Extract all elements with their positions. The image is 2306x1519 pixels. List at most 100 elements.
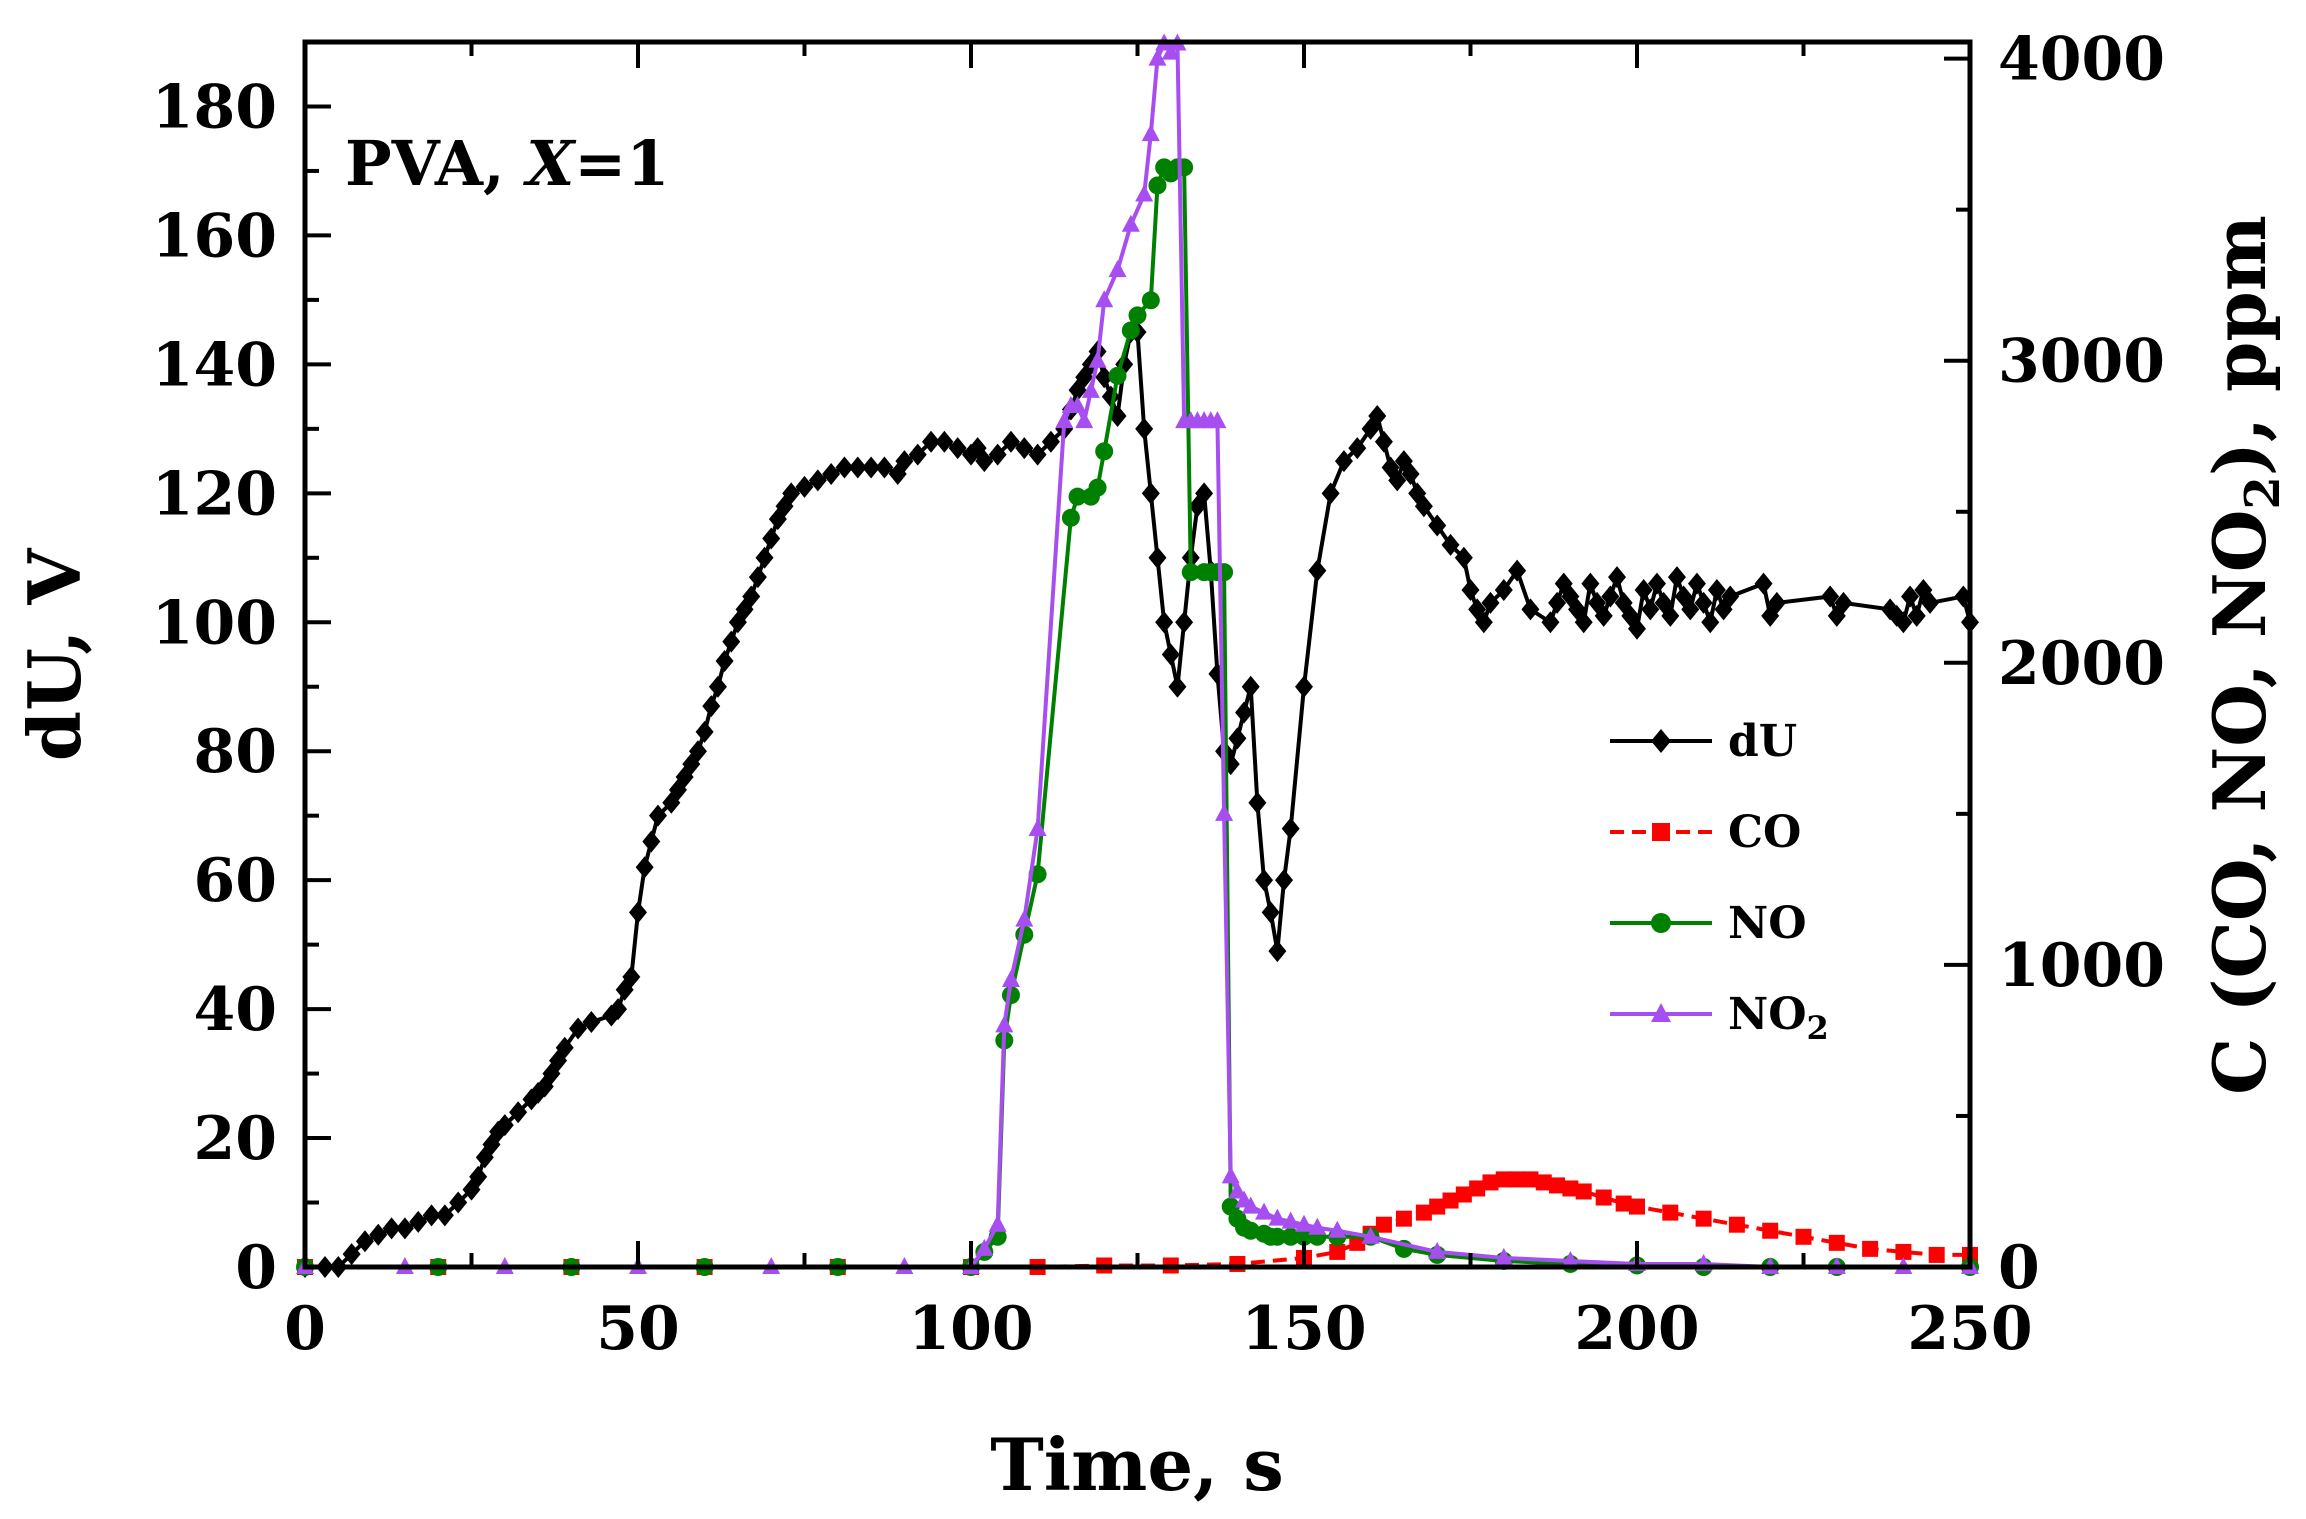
annotation: PVA, X=1 [345,127,669,200]
data-point-du [1374,430,1393,453]
data-point-co [1895,1243,1912,1260]
y-left-tick-label: 0 [235,1233,277,1303]
data-point-du [1275,869,1294,892]
data-point-du [1707,579,1726,602]
data-point-du [1481,591,1500,614]
data-point-du [695,720,714,743]
data-point-du [742,585,761,608]
series-layer [296,33,1979,1278]
data-point-co [1575,1183,1592,1200]
data-point-du [1661,604,1680,627]
legend-label: dU [1728,716,1797,767]
data-point-co [1395,1210,1412,1227]
data-point-no [1128,306,1147,325]
data-point-no [1215,563,1234,582]
data-point-du [1694,591,1713,614]
data-point-co [1762,1222,1779,1239]
data-point-du [1148,546,1167,569]
data-point-no2 [1028,818,1047,836]
series-line-du [305,330,1972,1269]
data-point-du [1508,559,1527,582]
data-point-du [1641,598,1660,621]
data-point-du [1767,591,1786,614]
data-point-no [1068,487,1087,506]
y-right-tick-label: 4000 [1998,25,2165,95]
data-point-no2 [1001,970,1020,988]
data-point-du [1574,611,1593,634]
data-point-du [435,1204,454,1227]
data-point-co [1455,1186,1472,1203]
legend-label: CO [1728,807,1801,858]
y-left-tick-label: 20 [194,1104,278,1174]
data-point-du [1441,533,1460,556]
data-point-du [708,675,727,698]
data-point-du [1195,482,1214,505]
data-point-du [342,1243,361,1266]
data-point-no2 [1148,48,1167,66]
x-tick-label: 200 [1574,1294,1699,1364]
data-point-du [748,566,767,589]
data-point-du [555,1036,574,1059]
data-point-du [1135,417,1154,440]
legend-item-co: CO [1610,807,1801,858]
series-no2 [296,33,1979,1274]
data-point-du [1461,579,1480,602]
data-point-du [835,456,854,479]
series-line-no2 [305,37,1970,1269]
data-point-co [1349,1234,1366,1251]
y-left-tick-label: 140 [152,330,277,400]
data-point-du [988,443,1007,466]
data-point-no2 [1255,1202,1274,1220]
data-point-no2 [1075,411,1094,429]
data-point-du [948,437,967,460]
y-left-tick-label: 160 [152,201,277,271]
data-point-no [1095,442,1114,461]
data-point-du [1175,611,1194,634]
data-point-du [449,1191,468,1214]
data-point-co [1469,1180,1486,1197]
data-point-du [975,450,994,473]
y-left-tick-label: 80 [194,717,278,787]
data-point-du [1701,611,1720,634]
data-point-du [1281,817,1300,840]
data-point-co [1828,1234,1845,1251]
data-point-co [1862,1240,1879,1257]
y-left-tick-label: 100 [152,588,277,658]
data-point-du [1907,604,1926,627]
data-point-co [1629,1198,1645,1215]
data-point-co [1522,1171,1539,1188]
data-point-du [795,475,814,498]
data-point-du [1255,869,1274,892]
data-point-du [1235,701,1254,724]
data-point-co [1482,1174,1499,1191]
data-point-no2 [1095,290,1114,308]
data-point-no2 [1141,124,1160,142]
data-point-co [1495,1171,1512,1188]
legend-item-no: NO [1610,898,1807,949]
data-point-du [922,430,941,453]
y-right-axis-title: C (CO, NO, NO2), ppm [2197,215,2291,1095]
data-point-no2 [1121,214,1140,232]
data-point-no2 [1328,1220,1347,1238]
data-point-du [1388,469,1407,492]
data-point-no2 [1268,1208,1287,1226]
data-point-du [1834,591,1853,614]
data-point-du [629,901,647,924]
data-point-du [688,740,707,763]
data-point-du [1001,430,1020,453]
legend: dU CO NO NO2 [1610,716,1829,1047]
data-point-no [1141,291,1160,310]
data-point-co [1375,1216,1392,1233]
data-point-du [648,804,667,827]
data-point-du [422,1204,441,1227]
data-point-du [1541,611,1560,634]
data-point-du [1028,443,1047,466]
data-point-du [622,965,641,988]
data-point-du [1594,604,1613,627]
data-point-du [875,456,894,479]
data-point-no [1268,1227,1287,1246]
data-point-du [895,450,914,473]
series-du [296,321,1979,1278]
y-left-tick-label: 120 [152,459,277,529]
